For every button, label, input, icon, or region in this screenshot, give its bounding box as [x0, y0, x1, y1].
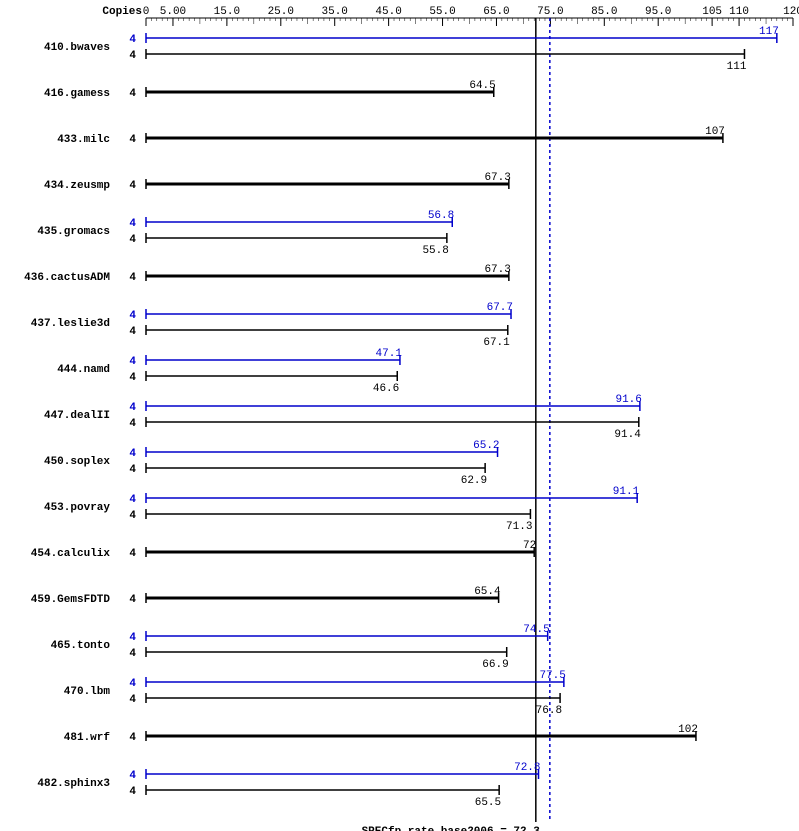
copies-value: 4 — [129, 88, 136, 100]
axis-tick-label: 105 — [702, 6, 722, 18]
benchmark-name: 433.milc — [57, 134, 110, 146]
copies-value: 4 — [129, 632, 136, 644]
copies-value: 4 — [129, 648, 136, 660]
copies-value: 4 — [129, 372, 136, 384]
copies-value: 4 — [129, 510, 136, 522]
copies-value: 4 — [129, 594, 136, 606]
axis-tick-label: 85.0 — [591, 6, 617, 18]
copies-value: 4 — [129, 494, 136, 506]
copies-value: 4 — [129, 234, 136, 246]
benchmark-name: 416.gamess — [44, 88, 110, 100]
axis-tick-label: 120 — [783, 6, 799, 18]
base-value: 111 — [727, 61, 747, 73]
base-value: 66.9 — [482, 659, 508, 671]
copies-value: 4 — [129, 694, 136, 706]
benchmark-name: 453.povray — [44, 502, 110, 514]
copies-value: 4 — [129, 732, 136, 744]
copies-value: 4 — [129, 134, 136, 146]
base-value: 65.4 — [474, 586, 501, 598]
copies-value: 4 — [129, 464, 136, 476]
peak-value: 74.5 — [523, 624, 549, 636]
copies-value: 4 — [129, 402, 136, 414]
benchmark-name: 410.bwaves — [44, 42, 110, 54]
benchmark-name: 447.dealII — [44, 410, 110, 422]
copies-value: 4 — [129, 326, 136, 338]
axis-tick-label: 55.0 — [429, 6, 455, 18]
copies-value: 4 — [129, 770, 136, 782]
base-value: 76.8 — [536, 705, 562, 717]
peak-value: 91.6 — [615, 394, 641, 406]
copies-value: 4 — [129, 272, 136, 284]
copies-value: 4 — [129, 448, 136, 460]
benchmark-chart: Copies0 5.00 15.0 25.0 35.0 45.0 55.0 65.0 75.0 8… — [0, 0, 799, 831]
reference-label: SPECfp_rate_base2006 = 72.3 — [362, 826, 541, 831]
base-value: 55.8 — [422, 245, 448, 257]
base-value: 62.9 — [461, 475, 487, 487]
benchmark-name: 481.wrf — [64, 732, 111, 744]
axis-tick-label: 45.0 — [375, 6, 401, 18]
axis-tick-label: 5.00 — [160, 6, 186, 18]
copies-value: 4 — [129, 50, 136, 62]
axis-tick-label: 35.0 — [322, 6, 348, 18]
peak-value: 77.5 — [539, 670, 565, 682]
benchmark-name: 444.namd — [57, 364, 110, 376]
peak-value: 91.1 — [613, 486, 640, 498]
copies-value: 4 — [129, 310, 136, 322]
benchmark-name: 459.GemsFDTD — [31, 594, 111, 606]
benchmark-name: 450.soplex — [44, 456, 110, 468]
axis-title: Copies — [102, 6, 142, 18]
peak-value: 67.7 — [487, 302, 513, 314]
benchmark-name: 470.lbm — [64, 686, 111, 698]
base-value: 67.1 — [483, 337, 510, 349]
axis-tick-label: 110 — [729, 6, 749, 18]
copies-value: 4 — [129, 218, 136, 230]
benchmark-name: 436.cactusADM — [24, 272, 110, 284]
base-value: 67.3 — [484, 172, 510, 184]
benchmark-name: 434.zeusmp — [44, 180, 110, 192]
axis-tick-label: 0 — [143, 6, 150, 18]
peak-value: 117 — [759, 26, 779, 38]
copies-value: 4 — [129, 548, 136, 560]
base-value: 67.3 — [484, 264, 510, 276]
base-value: 102 — [678, 724, 698, 736]
copies-value: 4 — [129, 180, 136, 192]
base-value: 46.6 — [373, 383, 399, 395]
axis-tick-label: 75.0 — [537, 6, 563, 18]
peak-value: 56.8 — [428, 210, 454, 222]
axis-tick-label: 15.0 — [214, 6, 240, 18]
copies-value: 4 — [129, 356, 136, 368]
copies-value: 4 — [129, 786, 136, 798]
copies-value: 4 — [129, 418, 136, 430]
base-value: 107 — [705, 126, 725, 138]
copies-value: 4 — [129, 34, 136, 46]
peak-value: 47.1 — [376, 348, 403, 360]
peak-value: 65.2 — [473, 440, 499, 452]
benchmark-name: 437.leslie3d — [31, 318, 110, 330]
benchmark-name: 482.sphinx3 — [37, 778, 110, 790]
axis-tick-label: 95.0 — [645, 6, 671, 18]
base-value: 71.3 — [506, 521, 532, 533]
benchmark-name: 435.gromacs — [37, 226, 110, 238]
peak-value: 72.8 — [514, 762, 540, 774]
copies-value: 4 — [129, 678, 136, 690]
benchmark-name: 465.tonto — [51, 640, 111, 652]
base-value: 64.5 — [469, 80, 495, 92]
axis-tick-label: 65.0 — [483, 6, 509, 18]
base-value: 91.4 — [614, 429, 641, 441]
base-value: 72 — [523, 540, 536, 552]
benchmark-name: 454.calculix — [31, 548, 111, 560]
axis-tick-label: 25.0 — [268, 6, 294, 18]
base-value: 65.5 — [475, 797, 501, 809]
